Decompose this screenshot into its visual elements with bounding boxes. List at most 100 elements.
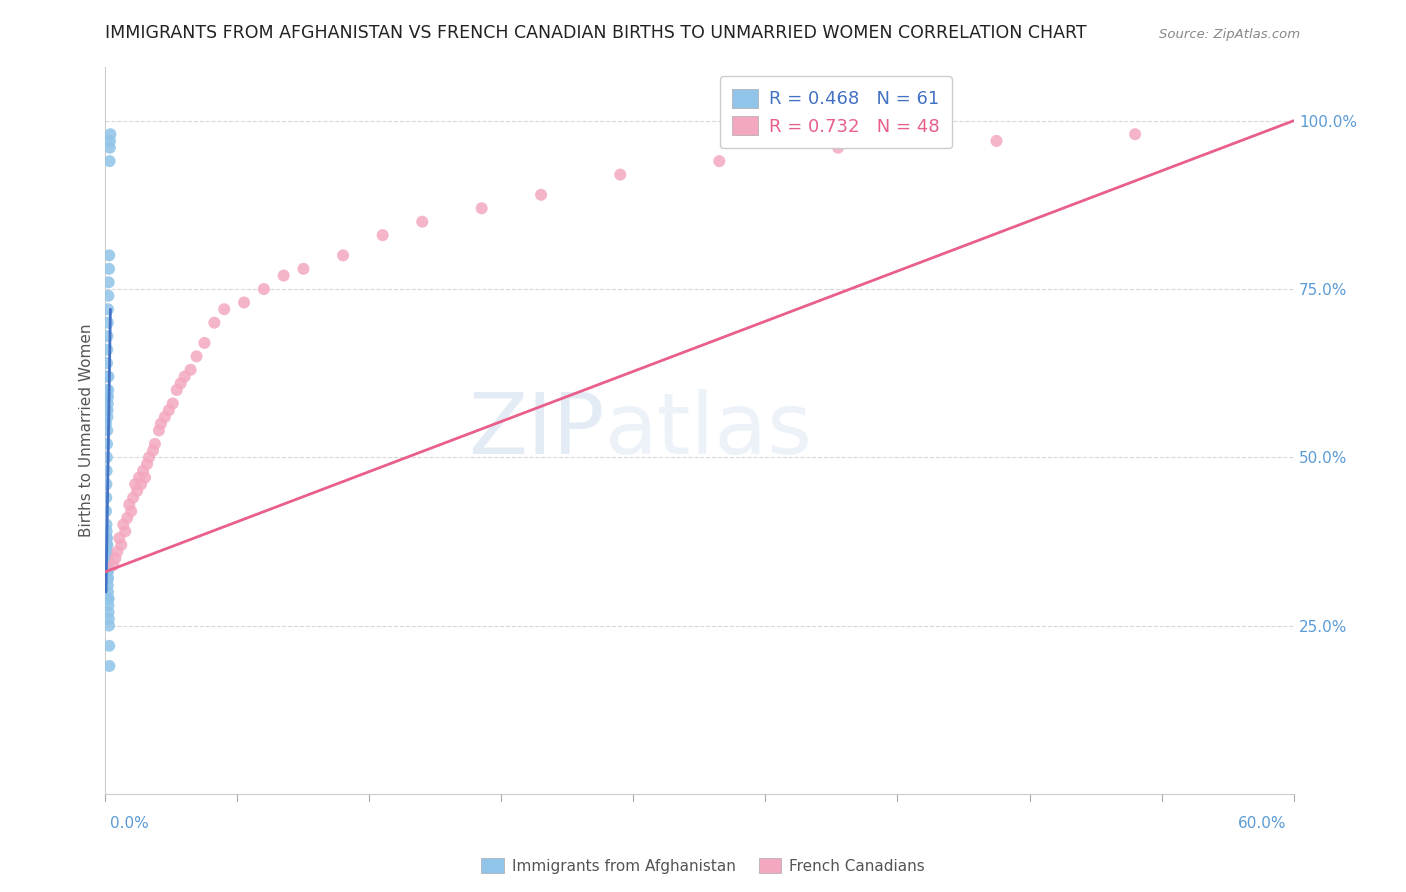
Point xyxy=(609,168,631,182)
Y-axis label: Births to Unmarried Women: Births to Unmarried Women xyxy=(79,324,94,537)
Point xyxy=(149,417,172,431)
Point xyxy=(96,491,118,505)
Point xyxy=(97,599,120,613)
Point xyxy=(97,605,120,619)
Point xyxy=(233,295,256,310)
Point xyxy=(97,390,120,404)
Point xyxy=(332,248,354,262)
Point xyxy=(118,498,141,512)
Point xyxy=(96,565,118,579)
Point xyxy=(96,343,118,357)
Point xyxy=(94,417,117,431)
Point xyxy=(96,477,118,491)
Point xyxy=(214,302,236,317)
Point xyxy=(104,551,127,566)
Point xyxy=(96,531,118,545)
Point xyxy=(97,396,120,410)
Point xyxy=(411,215,433,229)
Point xyxy=(96,409,118,424)
Point xyxy=(96,390,118,404)
Point xyxy=(97,565,120,579)
Point xyxy=(471,201,494,215)
Point xyxy=(170,376,193,391)
Point xyxy=(986,134,1008,148)
Text: 0.0%: 0.0% xyxy=(110,816,149,830)
Point xyxy=(96,437,118,451)
Point xyxy=(132,464,155,478)
Point xyxy=(96,424,118,438)
Point xyxy=(96,558,118,572)
Point xyxy=(148,424,170,438)
Point xyxy=(127,483,149,498)
Point xyxy=(96,551,118,566)
Legend: R = 0.468   N = 61, R = 0.732   N = 48: R = 0.468 N = 61, R = 0.732 N = 48 xyxy=(720,76,952,148)
Point xyxy=(94,504,117,518)
Point xyxy=(97,591,120,606)
Point xyxy=(709,154,731,169)
Text: atlas: atlas xyxy=(605,389,813,472)
Point xyxy=(96,551,118,566)
Point xyxy=(186,349,208,363)
Point xyxy=(97,612,120,626)
Point xyxy=(115,511,138,525)
Point xyxy=(96,403,118,417)
Point xyxy=(98,261,121,276)
Point xyxy=(128,470,150,484)
Point xyxy=(97,369,120,384)
Point xyxy=(110,538,132,552)
Point xyxy=(371,228,394,243)
Point xyxy=(96,450,118,465)
Point xyxy=(142,443,165,458)
Point xyxy=(97,572,120,586)
Point xyxy=(124,477,146,491)
Point xyxy=(827,141,849,155)
Point xyxy=(162,396,184,410)
Point xyxy=(97,558,120,572)
Point xyxy=(273,268,295,283)
Point xyxy=(96,551,118,566)
Point xyxy=(98,659,121,673)
Point xyxy=(166,383,188,397)
Point xyxy=(193,335,215,350)
Point xyxy=(98,639,121,653)
Text: 60.0%: 60.0% xyxy=(1239,816,1286,830)
Text: Source: ZipAtlas.com: Source: ZipAtlas.com xyxy=(1160,29,1301,41)
Point xyxy=(253,282,276,296)
Legend: Immigrants from Afghanistan, French Canadians: Immigrants from Afghanistan, French Cana… xyxy=(475,852,931,880)
Point xyxy=(98,248,121,262)
Point xyxy=(97,572,120,586)
Point xyxy=(180,363,202,377)
Point xyxy=(112,517,135,532)
Point xyxy=(96,558,118,572)
Point xyxy=(134,470,156,484)
Point xyxy=(96,524,118,539)
Point xyxy=(143,437,166,451)
Point xyxy=(202,316,225,330)
Point xyxy=(96,538,118,552)
Text: ZIP: ZIP xyxy=(468,389,605,472)
Point xyxy=(138,450,160,465)
Point xyxy=(97,591,120,606)
Point xyxy=(96,544,118,558)
Point xyxy=(103,558,125,572)
Text: IMMIGRANTS FROM AFGHANISTAN VS FRENCH CANADIAN BIRTHS TO UNMARRIED WOMEN CORRELA: IMMIGRANTS FROM AFGHANISTAN VS FRENCH CA… xyxy=(105,24,1087,42)
Point xyxy=(96,329,118,343)
Point xyxy=(108,531,131,545)
Point xyxy=(98,134,121,148)
Point xyxy=(120,504,142,518)
Point xyxy=(105,544,128,558)
Point xyxy=(97,302,120,317)
Point xyxy=(292,261,315,276)
Point xyxy=(96,544,118,558)
Point xyxy=(136,457,159,471)
Point xyxy=(100,127,122,141)
Point xyxy=(97,403,120,417)
Point xyxy=(96,383,118,397)
Point xyxy=(1123,127,1146,141)
Point xyxy=(97,316,120,330)
Point xyxy=(157,403,180,417)
Point xyxy=(122,491,145,505)
Point xyxy=(97,383,120,397)
Point xyxy=(97,275,120,289)
Point xyxy=(97,289,120,303)
